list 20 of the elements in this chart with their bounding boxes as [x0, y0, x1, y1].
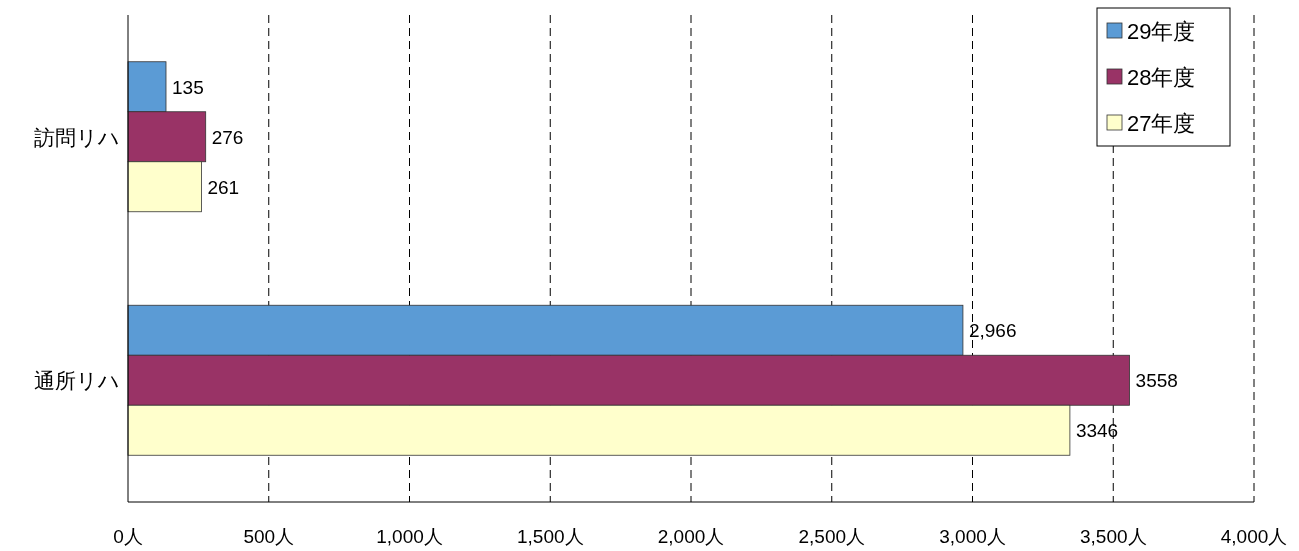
x-tick-label: 500人: [243, 526, 295, 547]
y-tick-label: 訪問リハ: [34, 125, 120, 149]
x-tick-label: 2,500人: [798, 526, 866, 547]
data-label: 135: [172, 76, 204, 98]
x-tick-label: 1,000人: [376, 526, 443, 547]
data-label: 3346: [1075, 420, 1119, 442]
x-tick-label: 1,500人: [516, 526, 584, 547]
data-label: 261: [207, 176, 240, 198]
legend-label: 27年度: [1127, 111, 1196, 136]
x-tick-label: 2,000人: [657, 526, 725, 547]
legend-label: 28年度: [1127, 65, 1196, 90]
data-label: 3558: [1135, 370, 1178, 392]
x-tick-label: 3,000人: [939, 526, 1006, 547]
legend-label: 29年度: [1127, 19, 1196, 44]
y-tick-label: 通所リハ: [34, 369, 120, 393]
x-tick-label: 3,500人: [1079, 526, 1147, 547]
x-tick-label: 4,000人: [1220, 526, 1288, 547]
x-tick-label: 0人: [113, 526, 143, 547]
data-label: 2,966: [968, 320, 1017, 342]
data-label: 276: [211, 126, 244, 148]
